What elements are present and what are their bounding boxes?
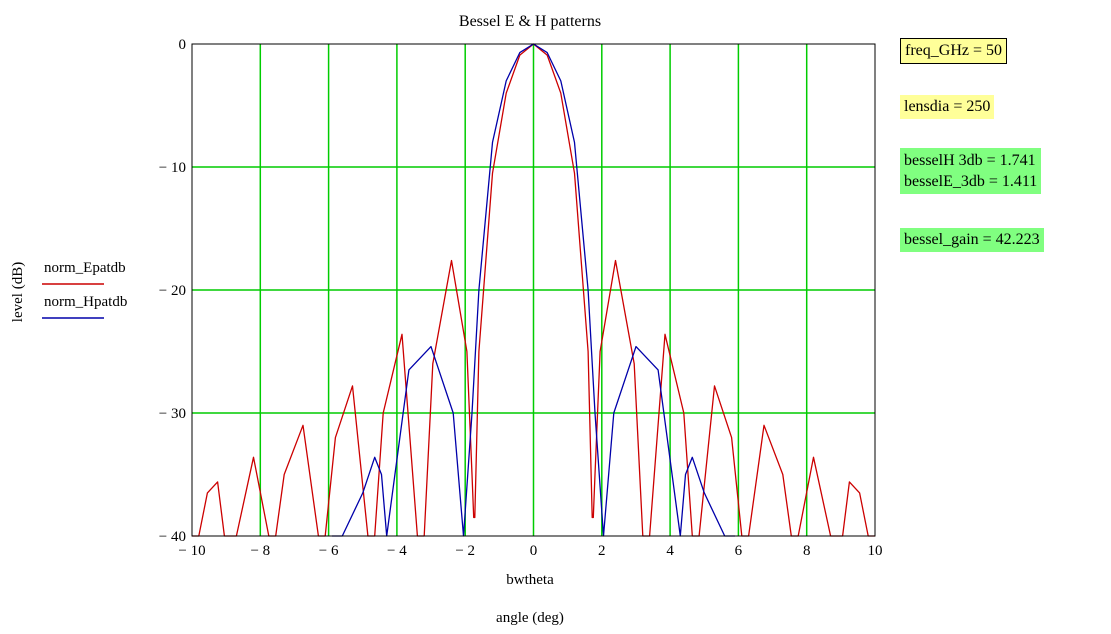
x-tick-label: 0 [530,543,538,559]
x-axis-secondary-label: angle (deg) [496,610,564,626]
y-axis-label: level (dB) [10,262,26,322]
x-tick-label: 6 [735,543,743,559]
y-tick-label: − 10 [159,160,186,176]
x-tick-label: − 10 [178,543,205,559]
legend: norm_Epatdb norm_Hpatdb [42,260,127,319]
freq-readout: freq_GHz = 50 [900,38,1007,64]
x-tick-label: − 6 [319,543,339,559]
bessel-gain-readout: bessel_gain = 42.223 [900,228,1044,252]
tick-labels: − 10− 8− 6− 4− 2 0 2 4 6 8 100− 10− 20− 30− 40 [159,37,883,559]
legend-label-norm_Hpatdb: norm_Hpatdb [44,294,127,310]
chart-title: Bessel E & H patterns [459,13,601,30]
besselE-3db-readout: besselE_3db = 1.411 [904,173,1038,190]
x-axis-label: bwtheta [506,572,554,588]
y-tick-label: − 40 [159,529,186,545]
x-tick-label: 10 [868,543,883,559]
y-tick-label: 0 [179,37,187,53]
x-tick-label: 2 [598,543,606,559]
x-tick-label: − 2 [455,543,475,559]
y-tick-label: − 20 [159,283,186,299]
x-tick-label: − 8 [250,543,270,559]
x-tick-label: 8 [803,543,811,559]
lensdia-readout: lensdia = 250 [900,95,995,119]
grid-lines [192,44,875,536]
besselH-3db-readout: besselH 3db = 1.741 [904,152,1036,169]
x-tick-label: 4 [666,543,674,559]
y-tick-label: − 30 [159,406,186,422]
bessel-3db-readout: besselH 3db = 1.741 besselE_3db = 1.411 [900,148,1042,194]
x-tick-label: − 4 [387,543,407,559]
plot-frame [191,43,876,537]
legend-label-norm_Epatdb: norm_Epatdb [44,260,126,276]
